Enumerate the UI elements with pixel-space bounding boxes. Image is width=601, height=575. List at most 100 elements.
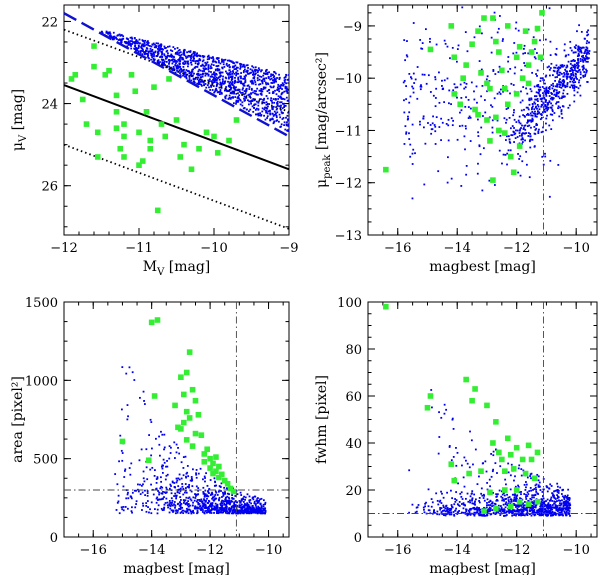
blue-point: [553, 93, 556, 96]
blue-point: [558, 83, 560, 86]
blue-point: [230, 87, 232, 90]
blue-point: [505, 483, 507, 486]
blue-point: [158, 62, 160, 65]
blue-point: [121, 508, 124, 511]
blue-point: [155, 42, 158, 45]
blue-point: [559, 106, 561, 109]
blue-point: [532, 507, 535, 510]
blue-point: [525, 486, 527, 489]
blue-point: [520, 474, 523, 477]
blue-point: [427, 509, 430, 512]
blue-point: [205, 495, 208, 498]
blue-point: [223, 486, 226, 489]
blue-point: [239, 67, 242, 70]
blue-point: [536, 107, 538, 110]
blue-point: [142, 504, 145, 507]
blue-point: [231, 76, 234, 79]
blue-point: [502, 90, 504, 93]
blue-point: [545, 509, 548, 512]
blue-point: [215, 510, 218, 513]
blue-point: [220, 74, 222, 77]
blue-point: [434, 130, 437, 133]
blue-point: [198, 74, 201, 77]
blue-point: [531, 114, 534, 117]
blue-point: [176, 60, 178, 63]
blue-point: [534, 513, 537, 516]
blue-point: [179, 512, 182, 514]
blue-point: [520, 514, 523, 517]
blue-point: [553, 88, 556, 91]
blue-point: [253, 90, 256, 92]
y-tick-label: 60: [345, 390, 362, 405]
blue-point: [574, 51, 577, 54]
blue-point: [585, 42, 588, 45]
blue-point: [558, 499, 560, 502]
blue-point: [272, 90, 275, 93]
blue-point: [563, 498, 566, 500]
blue-point: [557, 105, 560, 108]
blue-point: [258, 508, 260, 511]
blue-point: [189, 498, 192, 501]
blue-point: [443, 39, 446, 42]
blue-point: [185, 69, 188, 71]
blue-point: [561, 64, 564, 66]
blue-point: [438, 411, 440, 414]
blue-point: [120, 449, 123, 452]
blue-point: [267, 77, 270, 79]
blue-point: [177, 509, 179, 512]
blue-point: [166, 56, 169, 58]
blue-point: [279, 86, 282, 89]
blue-point: [501, 40, 504, 42]
blue-point: [557, 492, 560, 494]
blue-point: [173, 67, 175, 70]
blue-point: [210, 71, 212, 73]
blue-point: [172, 46, 175, 48]
blue-point: [533, 125, 536, 128]
blue-point: [256, 500, 258, 502]
blue-point: [260, 506, 263, 509]
blue-point: [529, 119, 532, 122]
blue-point: [266, 115, 269, 118]
blue-point: [456, 513, 459, 515]
green-point: [504, 435, 511, 442]
blue-point: [452, 89, 455, 92]
blue-point: [150, 483, 152, 486]
blue-point: [207, 66, 210, 69]
blue-point: [189, 50, 192, 53]
blue-point: [556, 506, 559, 509]
green-point: [519, 75, 526, 81]
blue-point: [122, 35, 125, 38]
blue-point: [179, 508, 182, 510]
blue-point: [530, 126, 532, 129]
blue-point: [513, 514, 515, 516]
blue-point: [573, 94, 576, 97]
blue-point: [270, 81, 273, 84]
blue-point: [174, 505, 177, 507]
blue-point: [274, 80, 277, 83]
blue-point: [218, 489, 221, 492]
blue-point: [180, 477, 183, 480]
blue-point: [236, 69, 239, 72]
blue-point: [536, 509, 539, 512]
blue-point: [471, 492, 473, 495]
blue-point: [510, 463, 513, 466]
blue-point: [520, 508, 523, 511]
y-tick-label: 1000: [25, 374, 58, 389]
blue-point: [258, 506, 261, 509]
y-tick-label: −13: [335, 229, 362, 244]
blue-point: [203, 494, 206, 497]
blue-point: [121, 366, 124, 369]
blue-point: [524, 132, 526, 135]
blue-point: [514, 500, 517, 502]
blue-point: [239, 512, 242, 515]
blue-point: [214, 484, 217, 487]
blue-point: [197, 501, 200, 504]
blue-point: [278, 76, 281, 79]
blue-point: [184, 75, 186, 78]
blue-point: [472, 507, 474, 510]
blue-point: [533, 145, 536, 148]
blue-point: [436, 513, 439, 516]
blue-point: [143, 42, 146, 44]
blue-point: [201, 64, 204, 67]
blue-point: [548, 499, 551, 502]
